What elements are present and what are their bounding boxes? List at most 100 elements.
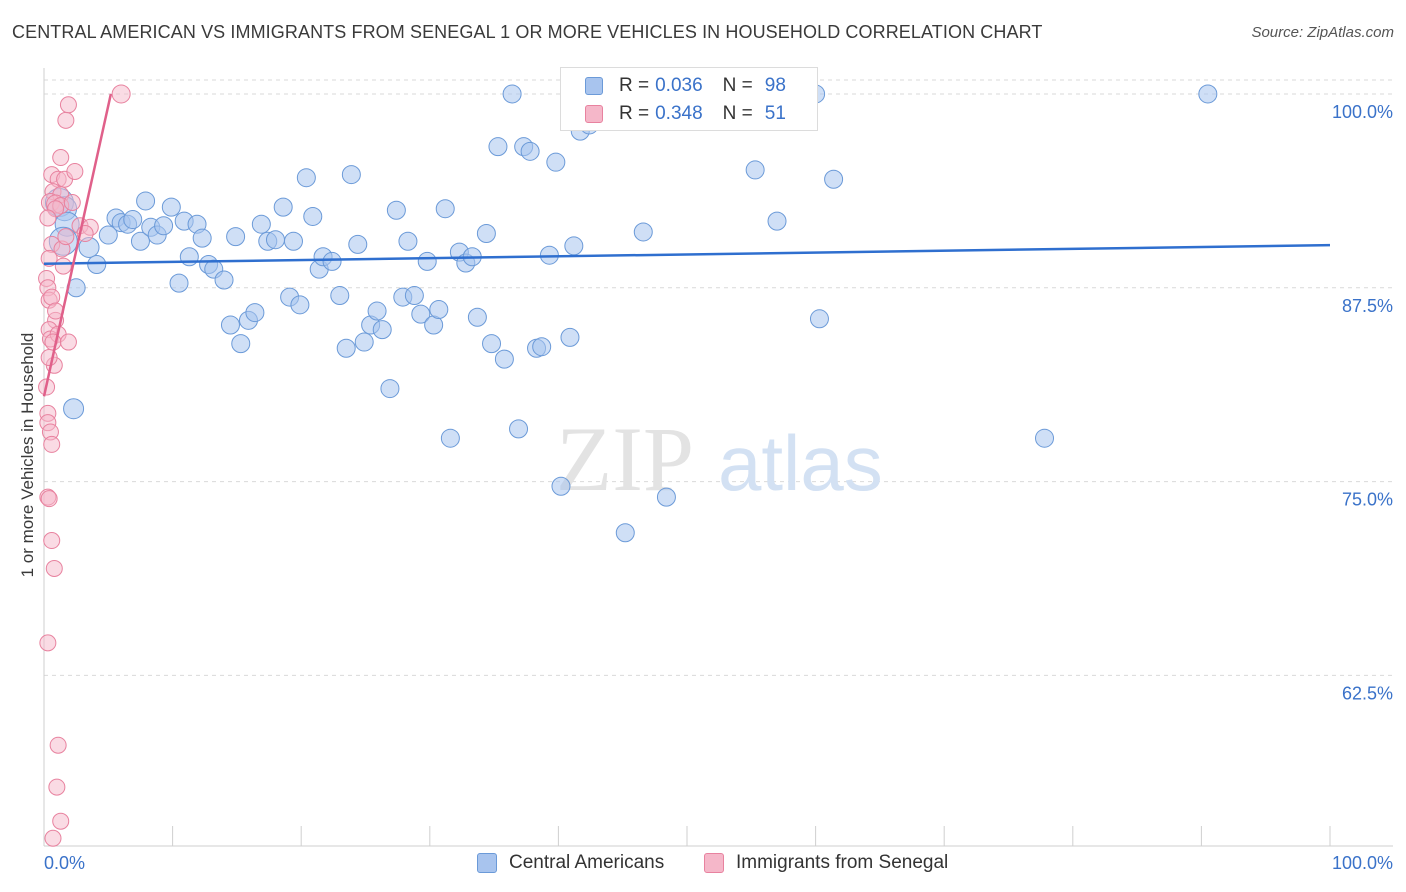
- legend-r-value: 0.036: [655, 75, 703, 96]
- trend-line-immigrants-from-senegal: [42, 93, 113, 397]
- watermark-atlas: atlas: [718, 419, 883, 507]
- point-central-americans: [330, 286, 350, 306]
- point-central-americans: [476, 224, 496, 244]
- point-immigrants-from-senegal: [39, 209, 57, 227]
- legend-swatch-blue: [585, 77, 603, 95]
- point-central-americans: [404, 286, 424, 306]
- point-immigrants-from-senegal: [111, 84, 131, 104]
- point-central-americans: [303, 206, 323, 226]
- series-legend: Central Americans Immigrants from Senega…: [0, 852, 1406, 878]
- point-central-americans: [411, 304, 431, 324]
- point-immigrants-from-senegal: [59, 333, 77, 351]
- legend-label: Central Americans: [509, 852, 665, 873]
- legend-r-value: 0.348: [655, 103, 703, 124]
- point-central-americans: [1198, 84, 1218, 104]
- point-immigrants-from-senegal: [59, 96, 77, 114]
- legend-swatch-pink: [704, 853, 724, 873]
- legend-n-value: 51: [764, 103, 786, 124]
- point-immigrants-from-senegal: [57, 111, 75, 129]
- chart-title: CENTRAL AMERICAN VS IMMIGRANTS FROM SENE…: [12, 22, 1043, 42]
- stats-legend: R = 0.036 N = 98 R = 0.348 N = 51: [560, 67, 818, 131]
- legend-item-immigrants-from-senegal: Immigrants from Senegal: [704, 852, 948, 874]
- point-central-americans: [767, 211, 787, 231]
- point-central-americans: [220, 315, 240, 335]
- point-central-americans: [398, 231, 418, 251]
- point-central-americans: [245, 303, 265, 323]
- point-immigrants-from-senegal: [48, 778, 66, 796]
- point-central-americans: [87, 255, 107, 275]
- point-immigrants-from-senegal: [39, 634, 57, 652]
- series-central-americans: [44, 84, 1218, 543]
- point-central-americans: [372, 320, 392, 340]
- point-immigrants-from-senegal: [49, 736, 67, 754]
- point-central-americans: [226, 227, 246, 247]
- point-immigrants-from-senegal: [52, 812, 70, 830]
- point-immigrants-from-senegal: [40, 490, 58, 508]
- point-central-americans: [546, 152, 566, 172]
- legend-r-label: R =: [619, 103, 650, 124]
- legend-swatch-blue: [477, 853, 497, 873]
- point-central-americans: [354, 332, 374, 352]
- point-central-americans: [336, 338, 356, 358]
- point-immigrants-from-senegal: [44, 333, 62, 351]
- point-immigrants-from-senegal: [43, 288, 61, 306]
- point-immigrants-from-senegal: [45, 559, 63, 577]
- point-central-americans: [615, 523, 635, 543]
- legend-n-value: 98: [764, 75, 786, 96]
- point-central-americans: [341, 165, 361, 185]
- point-central-americans: [214, 270, 234, 290]
- point-central-americans: [560, 327, 580, 347]
- point-central-americans: [417, 251, 437, 271]
- point-central-americans: [231, 334, 251, 354]
- y-tick-label: 75.0%: [1342, 490, 1393, 510]
- point-central-americans: [265, 230, 285, 250]
- point-central-americans: [633, 222, 653, 242]
- point-central-americans: [386, 200, 406, 220]
- point-central-americans: [283, 231, 303, 251]
- point-central-americans: [380, 379, 400, 399]
- point-central-americans: [367, 301, 387, 321]
- point-central-americans: [551, 476, 571, 496]
- trend-line-central-americans: [43, 243, 1331, 265]
- point-immigrants-from-senegal: [43, 435, 61, 453]
- point-central-americans: [532, 337, 552, 357]
- legend-label: Immigrants from Senegal: [736, 852, 949, 873]
- point-central-americans: [435, 199, 455, 219]
- point-immigrants-from-senegal: [54, 257, 72, 275]
- point-central-americans: [123, 210, 143, 230]
- point-immigrants-from-senegal: [57, 228, 75, 246]
- point-immigrants-from-senegal: [52, 149, 70, 167]
- point-central-americans: [348, 234, 368, 254]
- point-immigrants-from-senegal: [43, 532, 61, 550]
- gridlines: [44, 79, 1393, 676]
- legend-swatch-pink: [585, 105, 603, 123]
- point-central-americans: [440, 428, 460, 448]
- point-central-americans: [656, 487, 676, 507]
- point-central-americans: [467, 307, 487, 327]
- y-tick-label: 62.5%: [1342, 683, 1393, 703]
- point-central-americans: [564, 236, 584, 256]
- x-tick-label-min: 0.0%: [44, 853, 85, 873]
- point-central-americans: [130, 231, 150, 251]
- x-tick-label-max: 100.0%: [1332, 853, 1393, 873]
- point-central-americans: [482, 334, 502, 354]
- point-central-americans: [296, 168, 316, 188]
- point-central-americans: [290, 295, 310, 315]
- series-immigrants-from-senegal: [38, 84, 131, 847]
- point-central-americans: [136, 191, 156, 211]
- tick-labels: 100.0% 87.5% 75.0% 62.5% 0.0% 100.0%: [44, 102, 1393, 873]
- chart-source: Source: ZipAtlas.com: [1251, 24, 1394, 41]
- point-central-americans: [322, 251, 342, 271]
- point-central-americans: [1035, 428, 1055, 448]
- point-central-americans: [824, 169, 844, 189]
- point-central-americans: [98, 225, 118, 245]
- point-central-americans: [179, 247, 199, 267]
- point-central-americans: [809, 309, 829, 329]
- trend-lines: [42, 93, 1331, 397]
- watermark: ZIP atlas: [556, 408, 883, 510]
- point-central-americans: [161, 197, 181, 217]
- point-immigrants-from-senegal: [63, 193, 81, 211]
- point-central-americans: [192, 228, 212, 248]
- legend-n-label: N =: [722, 103, 753, 124]
- legend-item-central-americans: Central Americans: [477, 852, 664, 874]
